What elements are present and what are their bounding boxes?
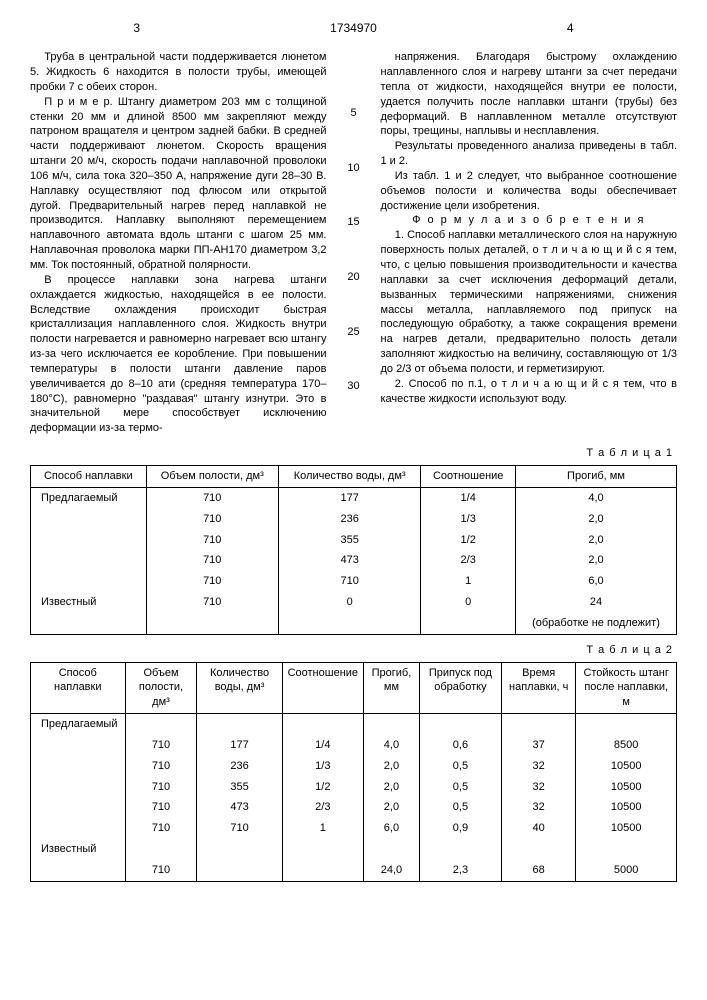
th: Объем полости, дм³: [146, 465, 278, 487]
patent-number: 1734970: [247, 20, 461, 36]
th: Время наплавки, ч: [502, 662, 576, 714]
table-row: Предлагаемый7101771/44,0: [31, 487, 677, 508]
line-num: 30: [345, 379, 363, 394]
line-num: 25: [345, 325, 363, 340]
th: Припуск под обработку: [419, 662, 501, 714]
para: напряжения. Благодаря быстрому охлаждени…: [381, 50, 678, 139]
page-number-left: 3: [30, 20, 244, 36]
page-number-right: 4: [464, 20, 678, 36]
table-row: Предлагаемый: [31, 714, 677, 735]
table2-caption: Т а б л и ц а 2: [30, 643, 673, 658]
table-row: 71024,02,3685000: [31, 860, 677, 881]
table-header-row: Способ наплавки Объем полости, дм³ Колич…: [31, 662, 677, 714]
table-row: 7102361/32,00,53210500: [31, 756, 677, 777]
table-row: 7103551/22,0: [31, 530, 677, 551]
table-row: (обработке не подлежит): [31, 613, 677, 634]
th: Способ наплавки: [31, 662, 126, 714]
th: Количество воды, дм³: [278, 465, 421, 487]
para: П р и м е р. Штангу диаметром 203 мм с т…: [30, 95, 327, 273]
left-column: Труба в центральной части поддерживается…: [30, 50, 327, 436]
table-row: 71071016,00,94010500: [31, 818, 677, 839]
para: 2. Способ по п.1, о т л и ч а ю щ и й с …: [381, 377, 678, 407]
line-number-gutter: 5 10 15 20 25 30: [345, 50, 363, 436]
th: Прогиб, мм: [515, 465, 676, 487]
table-row: Известный7100024: [31, 592, 677, 613]
line-num: 15: [345, 215, 363, 230]
th: Количество воды, дм³: [197, 662, 282, 714]
right-column: напряжения. Благодаря быстрому охлаждени…: [381, 50, 678, 436]
para: В процессе наплавки зона нагрева штанги …: [30, 273, 327, 436]
table-header-row: Способ наплавки Объем полости, дм³ Колич…: [31, 465, 677, 487]
para: Из табл. 1 и 2 следует, что выбранное со…: [381, 169, 678, 214]
table-row: 7104732/32,00,53210500: [31, 797, 677, 818]
th: Соотношение: [282, 662, 363, 714]
para: Труба в центральной части поддерживается…: [30, 50, 327, 95]
table-row: 71071016,0: [31, 571, 677, 592]
th: Объем полости, дм³: [125, 662, 197, 714]
table1: Способ наплавки Объем полости, дм³ Колич…: [30, 465, 677, 635]
two-column-body: Труба в центральной части поддерживается…: [30, 50, 677, 436]
th: Способ наплавки: [31, 465, 147, 487]
page-header: 3 1734970 4: [30, 20, 677, 36]
table1-caption: Т а б л и ц а 1: [30, 446, 673, 461]
th: Прогиб, мм: [364, 662, 420, 714]
line-num: 10: [345, 161, 363, 176]
th: Стойкость штанг после наплавки, м: [576, 662, 677, 714]
formula-heading: Ф о р м у л а и з о б р е т е н и я: [381, 213, 678, 228]
para: 1. Способ наплавки металлического слоя н…: [381, 228, 678, 376]
line-num: 5: [345, 106, 363, 121]
para: Результаты проведенного анализа приведен…: [381, 139, 678, 169]
table2: Способ наплавки Объем полости, дм³ Колич…: [30, 662, 677, 882]
line-num: 20: [345, 270, 363, 285]
table-row: 7101771/44,00,6378500: [31, 735, 677, 756]
table-row: 7104732/32,0: [31, 550, 677, 571]
table-row: 7103551/22,00,53210500: [31, 777, 677, 798]
table-row: Известный: [31, 839, 677, 860]
table-row: 7102361/32,0: [31, 509, 677, 530]
th: Соотношение: [421, 465, 516, 487]
